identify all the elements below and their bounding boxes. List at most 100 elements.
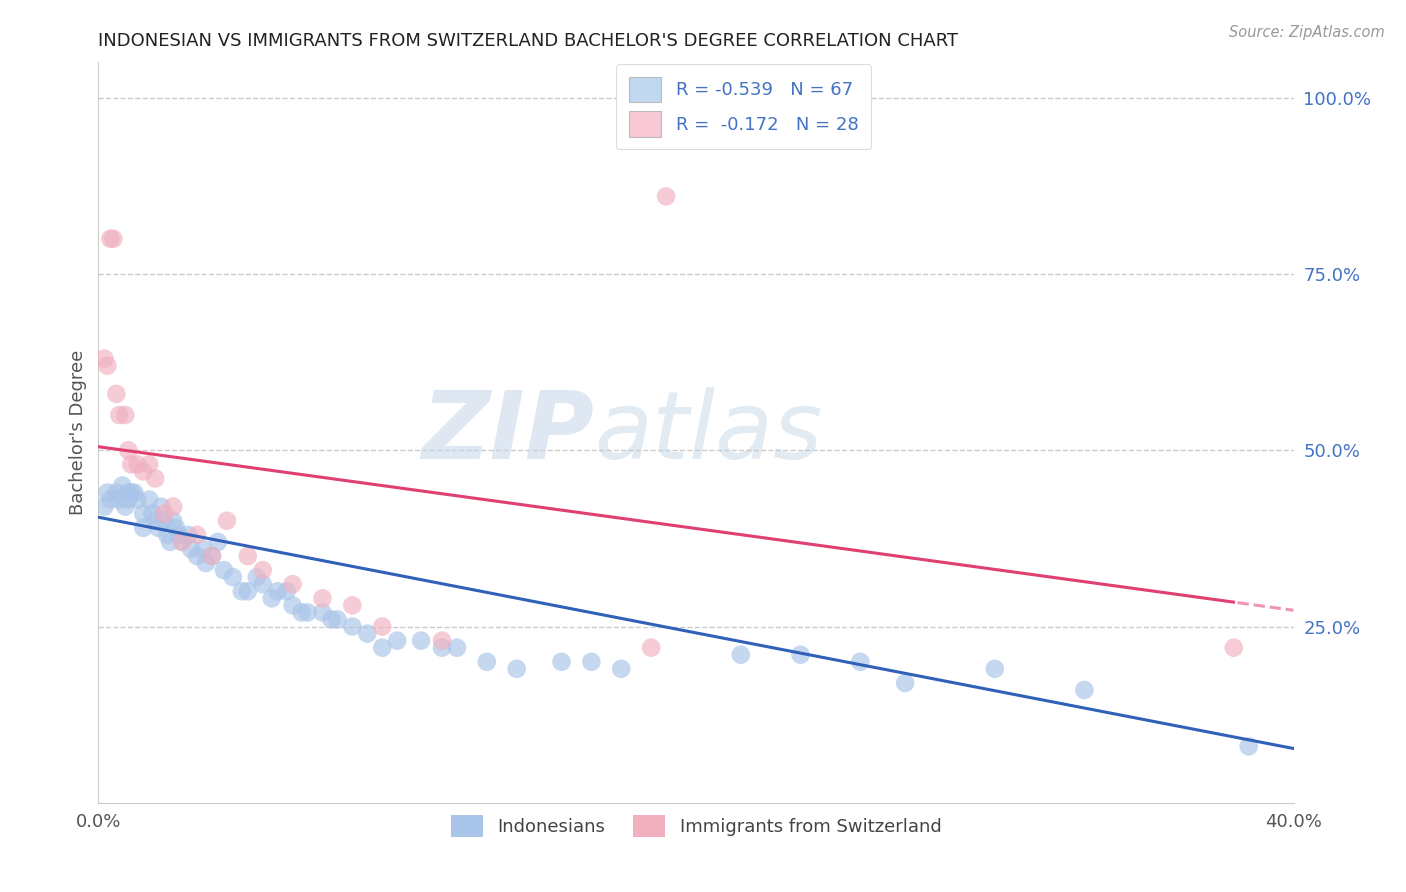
Point	[127, 492, 149, 507]
Point	[201, 549, 224, 563]
Point	[321, 612, 343, 626]
Point	[342, 619, 364, 633]
Point	[180, 541, 202, 556]
Y-axis label: Bachelor's Degree: Bachelor's Degree	[69, 350, 87, 516]
Point	[150, 500, 173, 514]
Point	[96, 485, 118, 500]
Text: ZIP: ZIP	[422, 386, 595, 479]
Point	[894, 676, 917, 690]
Point	[252, 577, 274, 591]
Point	[111, 478, 134, 492]
Point	[1223, 640, 1246, 655]
Point	[411, 633, 433, 648]
Point	[371, 640, 394, 655]
Point	[172, 535, 194, 549]
Point	[371, 619, 394, 633]
Point	[117, 443, 139, 458]
Point	[124, 485, 146, 500]
Point	[1073, 683, 1095, 698]
Point	[177, 528, 200, 542]
Point	[1237, 739, 1260, 754]
Point	[167, 528, 190, 542]
Point	[132, 521, 155, 535]
Point	[186, 528, 208, 542]
Point	[581, 655, 603, 669]
Point	[132, 507, 155, 521]
Point	[120, 485, 142, 500]
Point	[114, 500, 136, 514]
Point	[186, 549, 208, 563]
Point	[849, 655, 872, 669]
Point	[143, 471, 166, 485]
Point	[356, 626, 378, 640]
Point	[222, 570, 245, 584]
Point	[98, 492, 122, 507]
Point	[165, 521, 187, 535]
Point	[475, 655, 498, 669]
Point	[96, 359, 118, 373]
Point	[148, 521, 170, 535]
Point	[114, 408, 136, 422]
Point	[120, 458, 142, 472]
Point	[281, 599, 304, 613]
Point	[430, 633, 453, 648]
Point	[291, 606, 314, 620]
Point	[730, 648, 752, 662]
Point	[93, 500, 115, 514]
Point	[236, 584, 259, 599]
Point	[98, 232, 122, 246]
Point	[267, 584, 290, 599]
Point	[276, 584, 298, 599]
Point	[506, 662, 529, 676]
Point	[138, 492, 160, 507]
Point	[789, 648, 811, 662]
Point	[153, 514, 176, 528]
Point	[162, 500, 184, 514]
Text: Source: ZipAtlas.com: Source: ZipAtlas.com	[1229, 25, 1385, 40]
Text: INDONESIAN VS IMMIGRANTS FROM SWITZERLAND BACHELOR'S DEGREE CORRELATION CHART: INDONESIAN VS IMMIGRANTS FROM SWITZERLAN…	[98, 32, 959, 50]
Point	[207, 535, 229, 549]
Point	[326, 612, 349, 626]
Point	[297, 606, 319, 620]
Point	[191, 541, 214, 556]
Point	[446, 640, 468, 655]
Point	[195, 556, 218, 570]
Point	[105, 485, 128, 500]
Point	[108, 492, 131, 507]
Point	[640, 640, 662, 655]
Point	[93, 351, 115, 366]
Point	[172, 535, 194, 549]
Point	[215, 514, 238, 528]
Point	[385, 633, 409, 648]
Point	[236, 549, 259, 563]
Point	[162, 514, 184, 528]
Point	[231, 584, 253, 599]
Point	[246, 570, 269, 584]
Point	[132, 464, 155, 478]
Point	[212, 563, 235, 577]
Point	[260, 591, 283, 606]
Point	[105, 387, 128, 401]
Point	[342, 599, 364, 613]
Point	[103, 232, 125, 246]
Point	[610, 662, 633, 676]
Point	[430, 640, 453, 655]
Point	[108, 408, 131, 422]
Text: atlas: atlas	[595, 387, 823, 478]
Point	[311, 591, 333, 606]
Point	[159, 535, 181, 549]
Point	[311, 606, 333, 620]
Point	[117, 492, 139, 507]
Point	[141, 507, 163, 521]
Point	[143, 514, 166, 528]
Point	[281, 577, 304, 591]
Legend: Indonesians, Immigrants from Switzerland: Indonesians, Immigrants from Switzerland	[441, 805, 950, 846]
Point	[153, 507, 176, 521]
Point	[117, 485, 139, 500]
Point	[252, 563, 274, 577]
Point	[127, 458, 149, 472]
Point	[201, 549, 224, 563]
Point	[655, 189, 678, 203]
Point	[550, 655, 572, 669]
Point	[984, 662, 1007, 676]
